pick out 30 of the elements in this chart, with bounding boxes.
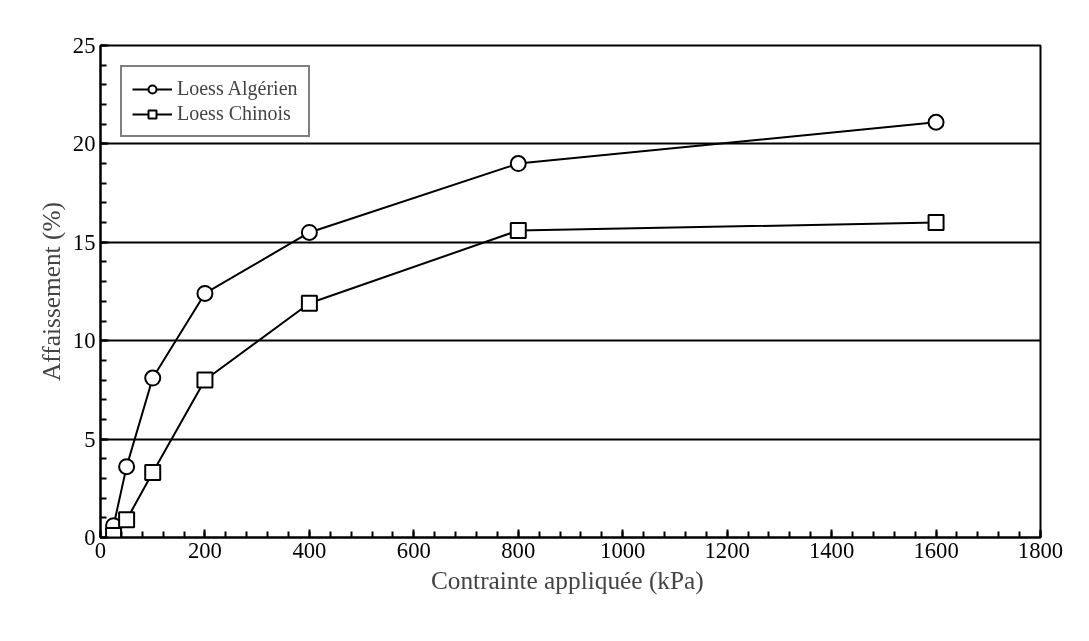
x-tick-label: 400	[292, 537, 327, 563]
point	[144, 464, 162, 482]
x-tick-label: 800	[501, 537, 536, 563]
y-tick-label: 5	[84, 426, 96, 452]
point	[144, 369, 162, 387]
point	[927, 214, 945, 232]
legend-label: Loess Chinois	[177, 102, 291, 125]
y-tick-label: 10	[72, 328, 96, 354]
x-tick-label: 1200	[704, 537, 750, 563]
point	[118, 458, 136, 476]
point	[300, 294, 318, 312]
point	[196, 371, 214, 389]
x-tick-label: 200	[187, 537, 222, 563]
point	[196, 284, 214, 302]
point	[927, 113, 945, 131]
point	[509, 155, 527, 173]
y-tick-label: 15	[72, 229, 96, 255]
y-tick-label: 25	[72, 33, 96, 58]
point	[509, 221, 527, 239]
point	[300, 223, 318, 241]
x-tick-label: 1400	[808, 537, 855, 563]
x-axis-title: Contrainte appliquée (kPa)	[430, 565, 704, 595]
x-tick-label: 1800	[1017, 537, 1064, 563]
point	[118, 511, 136, 529]
y-axis-title: Affaissement (%)	[36, 202, 66, 381]
y-tick-label: 20	[72, 131, 96, 157]
x-tick-label: 600	[396, 537, 431, 563]
legend-label: Loess Algérien	[177, 77, 298, 100]
x-tick-label: 1600	[913, 537, 959, 563]
x-tick-label: 1000	[600, 537, 646, 563]
